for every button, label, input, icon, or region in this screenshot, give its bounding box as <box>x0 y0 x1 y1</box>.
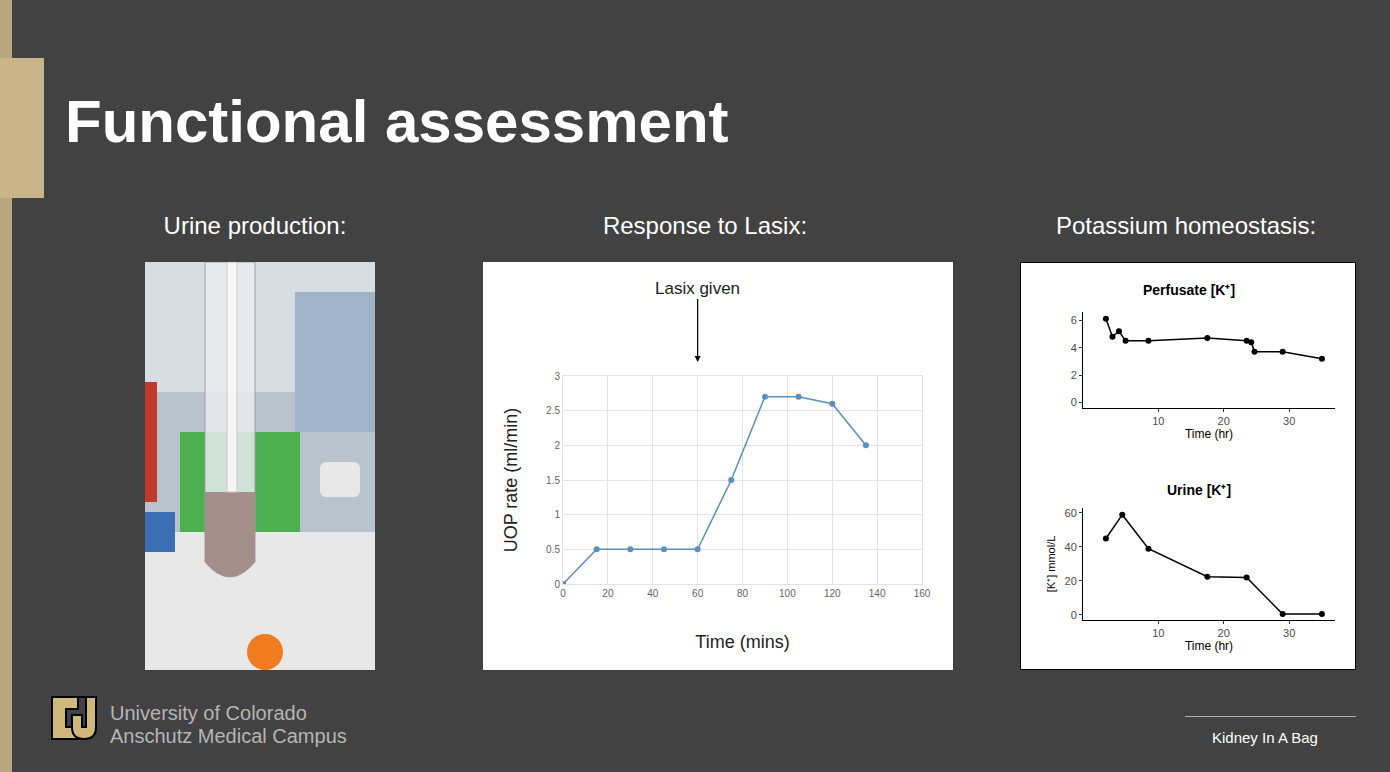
svg-text:160: 160 <box>914 588 931 599</box>
svg-text:60: 60 <box>1065 507 1077 519</box>
svg-text:10: 10 <box>1152 627 1164 639</box>
svg-text:20: 20 <box>1218 415 1230 427</box>
html-text:Potassium homeostasis:: Potassium homeostasis: <box>1055 212 1316 239</box>
svg-text:1: 1 <box>554 509 560 520</box>
svg-text:100: 100 <box>779 588 796 599</box>
html-text:Anschutz Medical Campus: Anschutz Medical Campus <box>110 725 347 747</box>
svg-text:60: 60 <box>692 588 704 599</box>
svg-text:3: 3 <box>554 371 560 382</box>
html-text:Response to Lasix:: Response to Lasix: <box>602 212 808 239</box>
svg-text:30: 30 <box>1283 415 1295 427</box>
svg-text:0: 0 <box>1071 396 1077 408</box>
svg-text:[K⁺] mmol/L: [K⁺] mmol/L <box>1045 536 1057 593</box>
svg-text:Time (hr): Time (hr) <box>1185 639 1233 653</box>
svg-text:1.5: 1.5 <box>546 475 560 486</box>
svg-text:2.5: 2.5 <box>546 405 560 416</box>
svg-text:UOP rate (ml/min): UOP rate (ml/min) <box>501 408 521 553</box>
html-text:Urine production:: Urine production: <box>163 212 347 239</box>
svg-text:6: 6 <box>1071 314 1077 326</box>
svg-text:0: 0 <box>554 579 560 590</box>
html-text:Functional assessment: Functional assessment <box>65 88 729 155</box>
svg-text:4: 4 <box>1071 342 1077 354</box>
svg-text:Time (hr): Time (hr) <box>1185 427 1233 441</box>
svg-text:40: 40 <box>647 588 659 599</box>
svg-text:Perfusate [K⁺]: Perfusate [K⁺] <box>1143 282 1235 298</box>
svg-text:20: 20 <box>1218 627 1230 639</box>
html-text:Kidney In A Bag: Kidney In A Bag <box>1212 729 1318 746</box>
svg-text:20: 20 <box>1065 575 1077 587</box>
svg-text:2: 2 <box>1071 369 1077 381</box>
svg-text:20: 20 <box>602 588 614 599</box>
svg-text:Time (mins): Time (mins) <box>695 632 789 652</box>
svg-text:2: 2 <box>554 440 560 451</box>
svg-text:0: 0 <box>560 588 566 599</box>
svg-text:10: 10 <box>1152 415 1164 427</box>
svg-text:40: 40 <box>1065 541 1077 553</box>
svg-text:Urine [K⁺]: Urine [K⁺] <box>1167 482 1231 498</box>
svg-text:120: 120 <box>824 588 841 599</box>
svg-text:30: 30 <box>1283 627 1295 639</box>
svg-text:80: 80 <box>737 588 749 599</box>
svg-text:Lasix given: Lasix given <box>655 279 740 298</box>
svg-text:0: 0 <box>1071 609 1077 621</box>
svg-text:140: 140 <box>869 588 886 599</box>
html-text:University of Colorado: University of Colorado <box>110 702 307 724</box>
svg-text:0.5: 0.5 <box>546 544 560 555</box>
